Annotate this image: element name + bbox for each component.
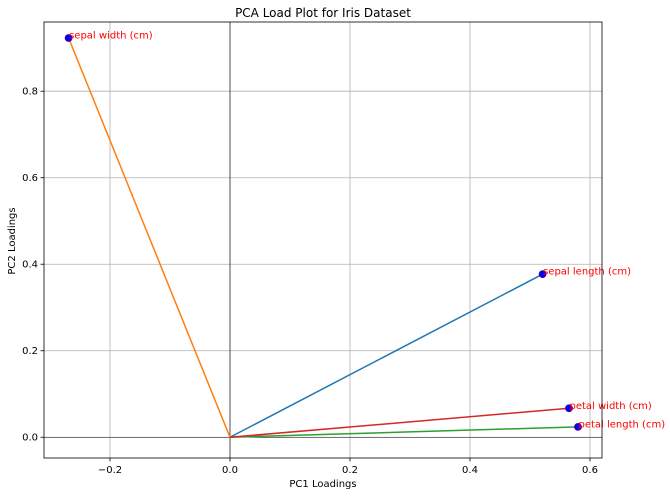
- loading-vector-line: [229, 426, 579, 438]
- y-tick-label: 0.0: [22, 433, 38, 444]
- loading-point-label: petal width (cm): [570, 401, 652, 412]
- x-tick-label: 0.0: [222, 465, 238, 476]
- x-tick-label: 0.2: [342, 465, 358, 476]
- axes-frame: [43, 21, 603, 459]
- loading-point-label: sepal length (cm): [543, 267, 631, 278]
- y-tick-label: 0.2: [22, 346, 38, 357]
- x-tick-label: 0.4: [462, 465, 478, 476]
- loading-point-label: petal length (cm): [579, 419, 666, 430]
- x-tick-label: −0.2: [98, 465, 122, 476]
- y-tick-label: 0.8: [22, 87, 38, 98]
- plot-area: sepal length (cm) sepal width (cm) petal l…: [22, 21, 666, 476]
- x-axis-label: PC1 Loadings: [289, 479, 356, 490]
- x-tick-label: 0.6: [582, 465, 598, 476]
- y-tick-label: 0.6: [22, 173, 38, 184]
- loading-point: [565, 404, 573, 413]
- loading-point: [538, 270, 547, 279]
- loading-point: [574, 422, 582, 431]
- y-tick-label: 0.4: [22, 260, 38, 271]
- y-axis-label: PC2 Loadings: [7, 207, 18, 274]
- loading-point: [64, 34, 73, 42]
- chart-title: PCA Load Plot for Iris Dataset: [235, 6, 411, 20]
- loading-vector-line: [67, 37, 231, 438]
- loading-point-label: sepal width (cm): [69, 31, 153, 42]
- loading-vector-line: [229, 407, 570, 438]
- loading-vector-line: [229, 273, 543, 438]
